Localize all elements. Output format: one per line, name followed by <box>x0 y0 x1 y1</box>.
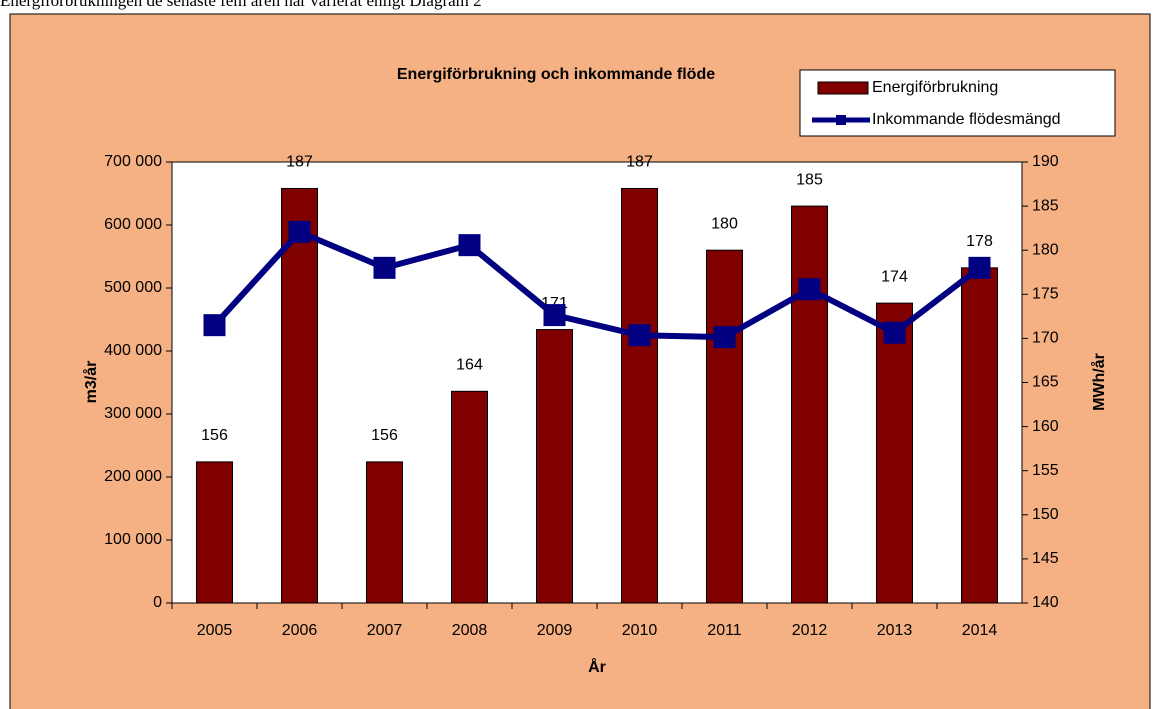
y-tick-label: 700 000 <box>104 153 162 170</box>
bar <box>366 461 403 604</box>
x-tick-label: 2009 <box>537 622 573 639</box>
y-tick-label: 600 000 <box>104 216 162 233</box>
bar <box>791 205 828 604</box>
x-axis-label: År <box>588 657 606 676</box>
bar <box>621 187 658 604</box>
data-label: 187 <box>286 154 313 171</box>
y-axis-label: m3/år <box>82 361 100 404</box>
line-marker <box>713 326 736 349</box>
y2-tick-label: 150 <box>1032 506 1059 523</box>
y2-tick-label: 190 <box>1032 153 1059 170</box>
legend-label: Energiförbrukning <box>872 79 998 96</box>
x-tick-label: 2008 <box>452 622 488 639</box>
y-tick-label: 300 000 <box>104 405 162 422</box>
y2-tick-label: 145 <box>1032 550 1059 567</box>
bar <box>451 390 488 604</box>
line-marker <box>968 256 991 279</box>
legend <box>799 69 1116 137</box>
x-tick-label: 2012 <box>792 622 828 639</box>
x-tick-label: 2013 <box>877 622 913 639</box>
bar <box>961 267 998 604</box>
legend-swatch <box>817 81 869 95</box>
bar <box>281 187 318 604</box>
y2-tick-label: 155 <box>1032 462 1059 479</box>
y2-tick-label: 170 <box>1032 330 1059 347</box>
data-label: 164 <box>456 357 483 374</box>
y2-axis-label: MWh/år <box>1090 353 1108 411</box>
caption: Energiförbrukningen de senaste fem åren … <box>0 0 482 10</box>
line-marker <box>883 321 906 344</box>
legend-marker <box>836 115 846 125</box>
y2-tick-label: 140 <box>1032 594 1059 611</box>
bar <box>196 461 233 604</box>
y-tick-label: 100 000 <box>104 531 162 548</box>
line-marker <box>458 234 481 257</box>
data-label: 156 <box>371 427 398 444</box>
data-label: 187 <box>626 154 653 171</box>
line-marker <box>373 256 396 279</box>
line <box>212 228 982 341</box>
data-label: 178 <box>966 233 993 250</box>
y-tick-label: 500 000 <box>104 279 162 296</box>
chart-title: Energiförbrukning och inkommande flöde <box>397 66 715 83</box>
line-marker <box>288 220 311 243</box>
y-tick-label: 200 000 <box>104 468 162 485</box>
x-tick-label: 2007 <box>367 622 403 639</box>
bar <box>536 329 573 604</box>
y2-tick-label: 160 <box>1032 418 1059 435</box>
line-marker <box>543 304 566 327</box>
legend-label: Inkommande flödesmängd <box>872 111 1061 128</box>
y2-tick-label: 165 <box>1032 374 1059 391</box>
line-marker <box>203 314 226 337</box>
line-marker <box>798 278 821 301</box>
bar <box>876 302 913 604</box>
line-marker <box>628 324 651 347</box>
data-label: 174 <box>881 268 908 285</box>
y2-tick-label: 175 <box>1032 286 1059 303</box>
data-label: 156 <box>201 427 228 444</box>
y-tick-label: 400 000 <box>104 342 162 359</box>
y2-tick-label: 185 <box>1032 197 1059 214</box>
data-label: 180 <box>711 215 738 232</box>
x-tick-label: 2005 <box>197 622 233 639</box>
x-tick-label: 2011 <box>707 622 742 639</box>
x-tick-label: 2006 <box>282 622 318 639</box>
bar <box>706 249 743 604</box>
y2-tick-label: 180 <box>1032 241 1059 258</box>
y-tick-label: 0 <box>153 594 162 611</box>
data-label: 185 <box>796 171 823 188</box>
x-tick-label: 2010 <box>622 622 658 639</box>
x-tick-label: 2014 <box>962 622 998 639</box>
